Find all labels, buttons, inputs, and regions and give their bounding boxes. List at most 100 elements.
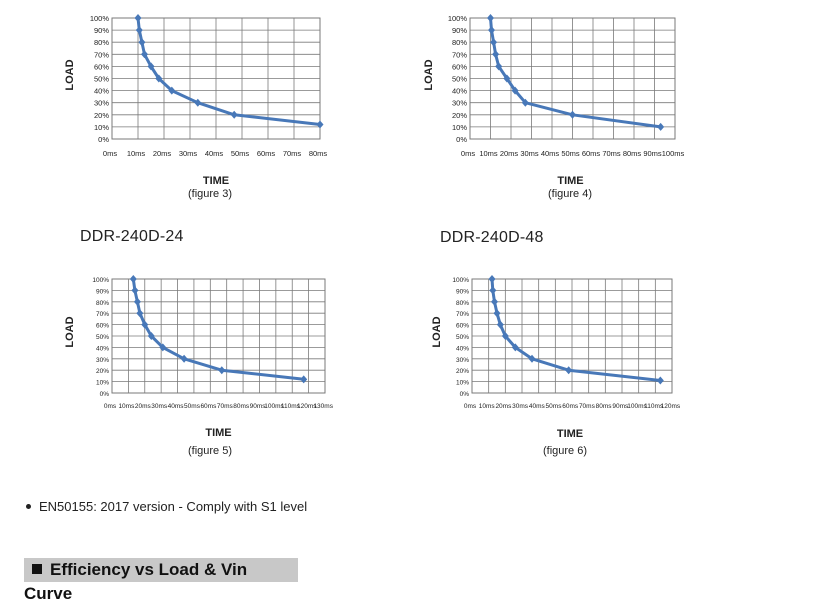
y-tick-label: 90% — [96, 288, 109, 295]
x-tick-label: 30ms — [179, 149, 198, 158]
data-point — [501, 332, 509, 340]
y-tick-label: 60% — [94, 62, 109, 71]
x-axis-title: TIME — [557, 428, 583, 440]
y-tick-label: 10% — [96, 380, 109, 387]
data-point — [134, 14, 142, 22]
x-tick-label: 10ms — [479, 149, 498, 158]
x-tick-label: 100ms — [627, 403, 647, 410]
y-tick-label: 30% — [456, 357, 469, 364]
x-tick-label: 80ms — [596, 403, 613, 410]
x-tick-label: 70ms — [283, 149, 302, 158]
data-point — [159, 343, 167, 352]
y-tick-label: 0% — [100, 391, 110, 398]
x-tick-label: 0ms — [461, 149, 475, 158]
x-tick-label: 20ms — [153, 149, 172, 158]
data-point — [147, 332, 155, 340]
data-point — [511, 86, 519, 95]
y-tick-label: 30% — [94, 99, 109, 108]
model-label-right: DDR-240D-48 — [440, 229, 544, 246]
x-tick-label: 0ms — [103, 149, 117, 158]
x-tick-label: 80ms — [309, 149, 328, 158]
x-tick-label: 40ms — [205, 149, 224, 158]
x-tick-label: 30ms — [520, 149, 539, 158]
x-tick-label: 20ms — [500, 149, 519, 158]
data-point — [565, 366, 573, 375]
data-point — [218, 366, 226, 375]
compliance-note: EN50155: 2017 version - Comply with S1 l… — [26, 499, 307, 514]
x-tick-label: 50ms — [546, 403, 563, 410]
data-point — [492, 50, 500, 59]
load-time-charts: 0%10%20%30%40%50%60%70%80%90%100%0ms 10ms… — [64, 14, 685, 440]
series-line — [131, 278, 304, 381]
y-tick-label: 50% — [96, 334, 109, 341]
x-tick-label: 90ms — [612, 403, 629, 410]
y-tick-label: 80% — [94, 38, 109, 47]
section-header: Efficiency vs Load & Vin Curve — [24, 558, 298, 603]
data-point — [503, 74, 511, 83]
y-tick-label: 30% — [96, 357, 109, 364]
x-tick-label: 50ms — [231, 149, 250, 158]
x-tick-label: 50ms — [561, 149, 580, 158]
y-tick-label: 40% — [452, 87, 467, 96]
x-tick-label: 60ms — [562, 403, 579, 410]
x-tick-label: 90ms — [643, 149, 662, 158]
y-tick-label: 50% — [94, 75, 109, 84]
data-point — [491, 297, 498, 306]
data-point — [300, 375, 308, 384]
x-tick-label: 20ms — [135, 403, 152, 410]
y-axis-title: LOAD — [64, 316, 76, 347]
data-point — [521, 98, 529, 107]
data-point — [493, 309, 501, 318]
data-point — [528, 354, 536, 363]
x-tick-label: 40ms — [541, 149, 560, 158]
x-tick-label: 50ms — [184, 403, 201, 410]
data-point — [569, 110, 576, 119]
data-point — [488, 275, 496, 283]
y-tick-label: 70% — [94, 50, 109, 59]
data-point — [656, 376, 664, 385]
square-icon — [32, 563, 42, 574]
x-tick-label: 110ms — [281, 403, 301, 410]
y-tick-label: 20% — [94, 111, 109, 120]
x-axis-title: TIME — [205, 427, 231, 439]
data-point — [133, 297, 141, 306]
x-tick-label: 30ms — [151, 403, 168, 410]
x-axis-title: TIME — [203, 175, 229, 187]
data-point — [657, 122, 665, 131]
y-tick-label: 40% — [96, 345, 109, 352]
x-tick-label: 0ms — [104, 403, 117, 410]
data-point — [496, 320, 504, 329]
x-tick-label: 10ms — [118, 403, 135, 410]
figure-caption-6: (figure 6) — [542, 445, 588, 457]
figure-caption-4: (figure 4) — [547, 188, 593, 200]
data-point — [129, 275, 137, 283]
y-tick-label: 100% — [92, 277, 109, 284]
data-point — [141, 320, 149, 329]
y-axis-title: LOAD — [64, 59, 76, 90]
x-tick-label: 80ms — [623, 149, 642, 158]
series-line — [136, 17, 321, 126]
x-tick-label: 100ms — [662, 149, 685, 158]
data-point — [194, 98, 202, 107]
figure-caption-3: (figure 3) — [187, 188, 233, 200]
series-line — [490, 278, 661, 382]
y-tick-label: 40% — [94, 87, 109, 96]
y-tick-label: 90% — [452, 26, 467, 35]
figure-caption-5: (figure 5) — [187, 445, 233, 457]
x-tick-label: 10ms — [479, 403, 496, 410]
data-point — [168, 86, 176, 95]
y-tick-label: 60% — [452, 62, 467, 71]
bullet-dot-icon — [26, 504, 31, 510]
data-point — [487, 14, 494, 22]
y-tick-label: 40% — [456, 345, 469, 352]
x-tick-label: 130ms — [313, 403, 333, 410]
x-tick-label: 40ms — [168, 403, 185, 410]
x-axis-title: TIME — [557, 175, 583, 187]
data-point — [511, 343, 519, 352]
y-tick-label: 50% — [452, 75, 467, 84]
y-tick-label: 20% — [456, 368, 469, 375]
series-line — [489, 17, 661, 129]
data-point — [489, 286, 497, 295]
y-tick-label: 90% — [456, 288, 469, 295]
x-tick-label: 70ms — [579, 403, 596, 410]
